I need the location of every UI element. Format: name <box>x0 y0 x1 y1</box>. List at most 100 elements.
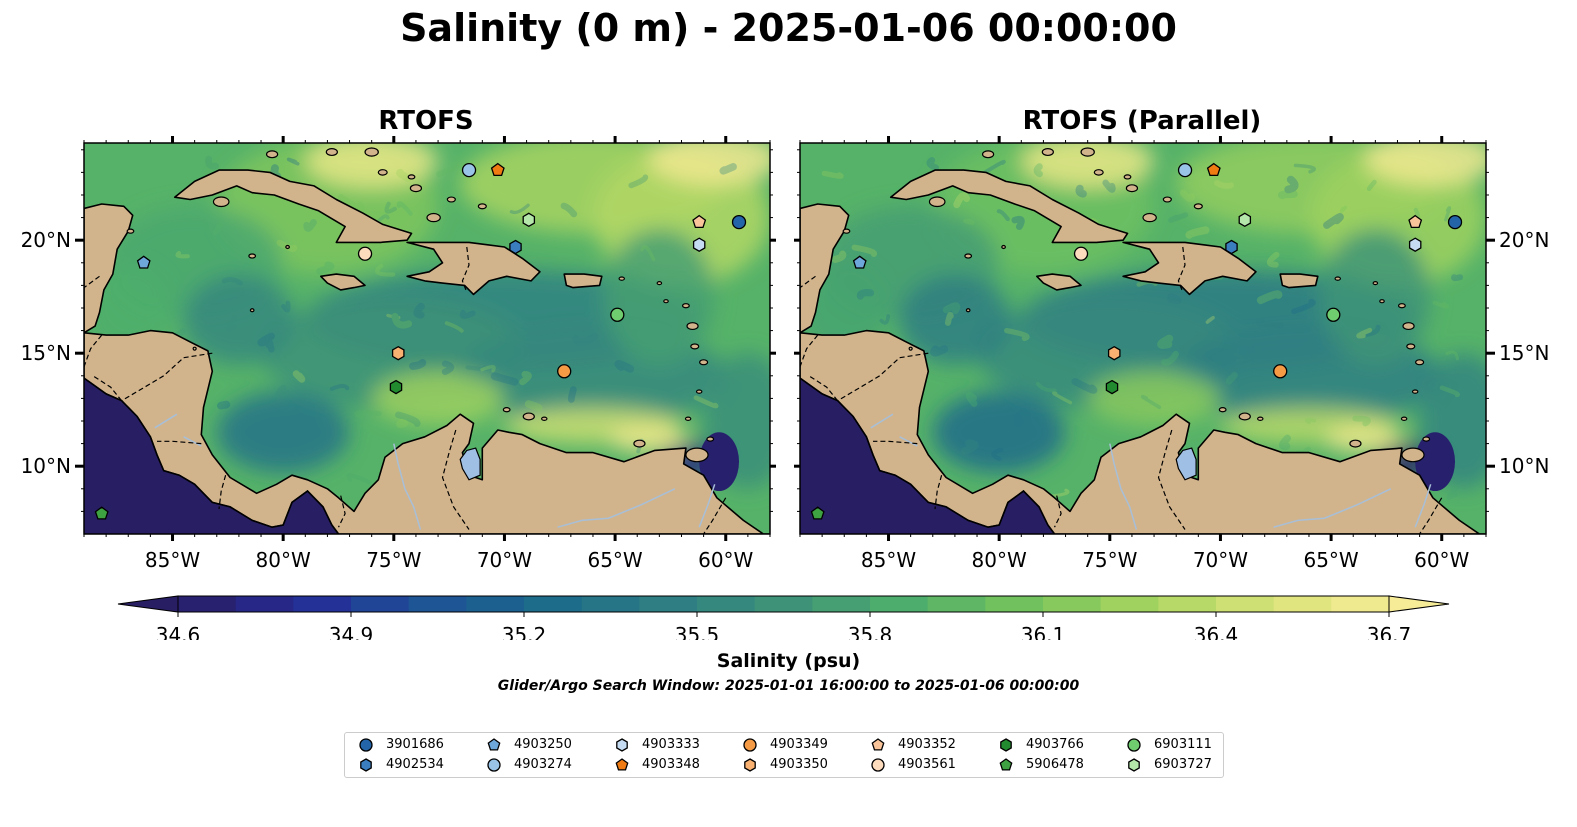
legend-label: 4903349 <box>770 737 828 752</box>
colorbar-tick-label: 36.7 <box>1367 623 1412 640</box>
colorbar-tick-label: 35.8 <box>848 623 893 640</box>
platform-legend: 3901686 4902534 4903250 4903274 4903333 49033… <box>344 732 1224 778</box>
platform-marker-3901686 <box>1447 214 1463 230</box>
platform-marker-6903111 <box>1326 307 1341 322</box>
lake-maracaibo <box>1175 447 1197 481</box>
colorbar-segment <box>1158 596 1217 612</box>
colorbar-extend-max <box>1388 595 1450 613</box>
legend-label: 4902534 <box>386 757 444 772</box>
colorbar-segment <box>466 596 525 612</box>
legend-label: 4903766 <box>1026 737 1084 752</box>
pentagon-marker-icon <box>615 758 629 771</box>
colorbar-segment <box>524 596 583 612</box>
circle-marker-icon <box>359 738 373 752</box>
platform-marker-4903333 <box>1408 237 1422 252</box>
platform-marker-3901686 <box>731 214 747 230</box>
land-yucatan <box>84 203 134 334</box>
map-panel-rtofs-parallel: 85°W 80°W 75°W 70°W 65°W 60°W 10°N 15°N 20°N <box>794 136 1549 572</box>
lon-tick-label: 60°W <box>1414 548 1469 572</box>
legend-label: 4903333 <box>642 737 700 752</box>
circle-marker-icon <box>487 758 501 772</box>
pentagon-marker-icon <box>487 738 501 751</box>
colorbar: 34.6 34.9 35.2 35.5 35.8 36.1 36.4 36.7 <box>117 595 1450 640</box>
lon-tick-label: 65°W <box>1303 548 1358 572</box>
colorbar-segment <box>235 596 294 612</box>
legend-label: 4903274 <box>514 757 572 772</box>
platform-marker-4903348 <box>1206 162 1221 177</box>
panel-title-rtofs-parallel: RTOFS (Parallel) <box>1022 106 1262 136</box>
platform-marker-6903727 <box>1238 212 1252 228</box>
colorbar-segment <box>985 596 1044 612</box>
colorbar-segment <box>293 596 352 612</box>
platform-marker-4903348 <box>490 162 505 177</box>
platform-marker-5906478 <box>810 506 825 520</box>
lon-tick-label: 60°W <box>698 548 753 572</box>
colorbar-segment <box>812 596 871 612</box>
colorbar-segment <box>581 596 640 612</box>
map-panel-rtofs: 85°W 80°W 75°W 70°W 65°W 60°W 10°N 15°N 20°N <box>21 136 776 572</box>
colorbar-segment <box>1331 596 1390 612</box>
hexagon-marker-icon <box>744 758 756 772</box>
land-hispaniola <box>406 241 541 296</box>
colorbar-segment <box>1273 596 1332 612</box>
legend-label: 4903250 <box>514 737 572 752</box>
platform-marker-4903350 <box>391 345 405 361</box>
land-central <box>84 329 770 534</box>
lon-tick-label: 65°W <box>587 548 642 572</box>
legend-label: 4903561 <box>898 757 956 772</box>
colorbar-tick-label: 35.5 <box>675 623 720 640</box>
platform-marker-4903766 <box>389 379 403 395</box>
pentagon-marker-icon <box>871 738 885 751</box>
land-yucatan <box>800 203 850 334</box>
colorbar-segment <box>408 596 467 612</box>
land-hispaniola <box>1122 241 1257 296</box>
colorbar-segment <box>178 596 237 612</box>
colorbar-segment <box>1216 596 1275 612</box>
platform-marker-4902534 <box>509 239 522 255</box>
platform-marker-4903250 <box>852 255 867 269</box>
circle-marker-icon <box>871 758 885 772</box>
legend-label: 3901686 <box>386 737 444 752</box>
platform-marker-4903349 <box>1273 364 1288 379</box>
platform-marker-4903561 <box>1073 246 1089 261</box>
map-figure: 85°W 80°W 75°W 70°W 65°W 60°W 10°N 15°N 20°N 85°… <box>21 136 1549 640</box>
lon-tick-label: 80°W <box>972 548 1027 572</box>
platform-marker-4903352 <box>692 214 707 229</box>
platform-marker-4903274 <box>461 162 477 178</box>
lat-tick-label: 20°N <box>1499 228 1549 252</box>
colorbar-segment <box>870 596 929 612</box>
platform-marker-4902534 <box>1225 239 1238 255</box>
colorbar-label: Salinity (psu) <box>716 650 861 672</box>
platform-marker-4903350 <box>1107 345 1121 361</box>
colorbar-segment <box>754 596 813 612</box>
colorbar-extend-min <box>117 595 179 613</box>
land-puerto_rico <box>1279 273 1319 289</box>
circle-marker-icon <box>743 738 757 752</box>
platform-marker-4903250 <box>136 255 151 269</box>
colorbar-segment <box>639 596 698 612</box>
land-cuba <box>173 169 413 244</box>
colorbar-segment <box>697 596 756 612</box>
panel-title-rtofs: RTOFS <box>378 106 474 136</box>
colorbar-tick-label: 34.6 <box>156 623 201 640</box>
lon-tick-label: 80°W <box>256 548 311 572</box>
colorbar-segment <box>1043 596 1102 612</box>
hexagon-marker-icon <box>1000 738 1012 752</box>
legend-label: 4903348 <box>642 757 700 772</box>
platform-marker-4903352 <box>1408 214 1423 229</box>
lon-tick-label: 85°W <box>861 548 916 572</box>
legend-label: 6903111 <box>1154 737 1212 752</box>
colorbar-tick-label: 36.4 <box>1194 623 1239 640</box>
legend-label: 6903727 <box>1154 757 1212 772</box>
land-central <box>800 329 1486 534</box>
colorbar-segment <box>927 596 986 612</box>
lon-tick-label: 75°W <box>1082 548 1137 572</box>
colorbar-segment <box>351 596 410 612</box>
legend-label: 4903350 <box>770 757 828 772</box>
lake-maracaibo <box>459 447 481 481</box>
land-jamaica <box>1036 273 1082 291</box>
colorbar-tick-label: 34.9 <box>329 623 374 640</box>
lat-tick-label: 20°N <box>21 228 71 252</box>
platform-marker-4903274 <box>1177 162 1193 178</box>
pentagon-marker-icon <box>999 758 1013 771</box>
